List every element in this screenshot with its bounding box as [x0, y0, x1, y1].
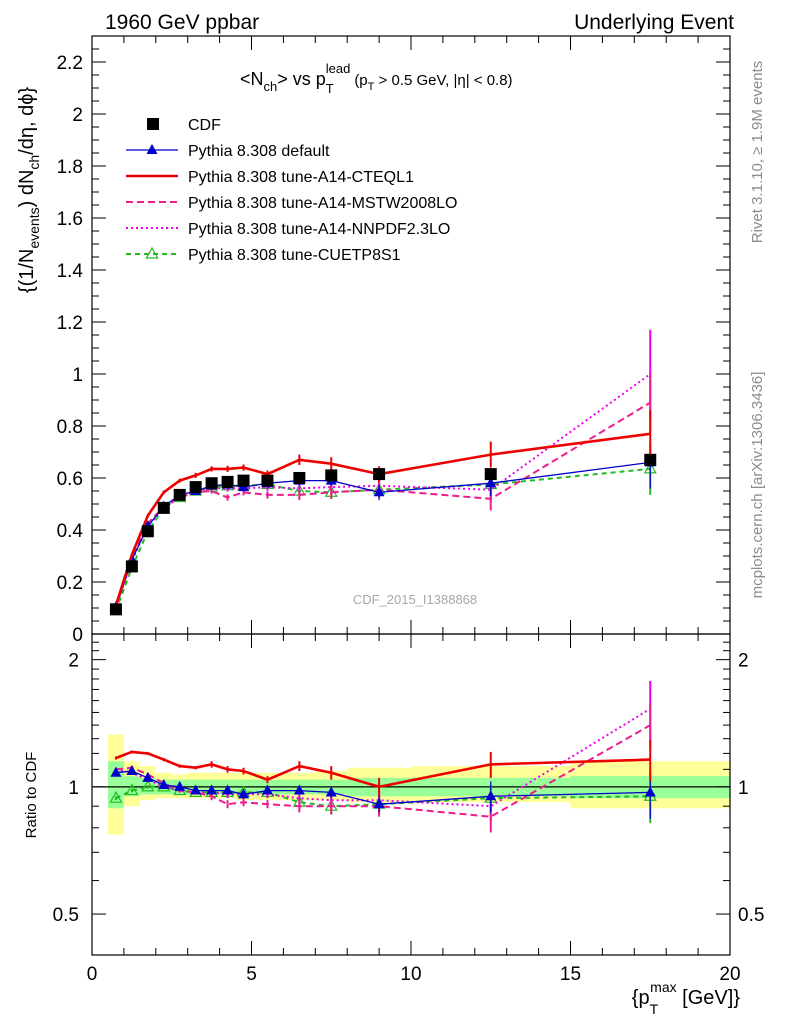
data-point [261, 474, 274, 487]
analysis-watermark: CDF_2015_I1388868 [353, 592, 477, 607]
y-tick-label: 0.4 [57, 521, 84, 542]
mc-point [125, 783, 139, 796]
data-point [484, 468, 497, 481]
mc-point [222, 784, 234, 795]
ratio-y-tick-label-right: 0.5 [738, 905, 764, 926]
data-point [157, 501, 170, 514]
x-tick-label: 15 [560, 964, 581, 985]
mc-point [644, 786, 656, 797]
mc-point [293, 784, 305, 795]
data-point [373, 468, 386, 481]
mc-point [485, 477, 497, 488]
data-point [221, 475, 234, 488]
y-tick-label: 2 [72, 105, 83, 126]
legend: CDF Pythia 8.308 default Pythia 8.308 tune… [126, 117, 457, 264]
rivet-label: Rivet 3.1.10, ≥ 1.9M events [749, 61, 766, 244]
y-tick-label: 0.2 [57, 573, 83, 594]
ratio-line-mstw [115, 724, 651, 818]
data-point [125, 560, 138, 573]
mc-point [174, 780, 186, 791]
mc-point [158, 779, 170, 790]
x-tick-label: 20 [719, 964, 740, 985]
mc-point [146, 144, 158, 154]
y-tick-label: 0.6 [57, 469, 83, 490]
ratio-line-cuetp [115, 785, 651, 808]
y-tick-label: 1.6 [57, 209, 83, 230]
mc-point [485, 790, 497, 801]
data-point [237, 474, 250, 487]
mc-point [109, 790, 123, 803]
mc-point [145, 246, 159, 259]
mc-point [373, 486, 385, 497]
mc-point [141, 779, 155, 792]
y-tick-label: 1.8 [57, 157, 83, 178]
mc-point [110, 766, 122, 777]
data-point [141, 525, 154, 538]
mc-point [126, 765, 138, 776]
series-line-nnpdf [114, 373, 651, 608]
data-point [109, 603, 122, 616]
ratio-y-tick-label: 2 [68, 651, 79, 672]
ratio-panel: 0.5 0.51 12 20 5 10 15 20 Ratio to CDF [23, 633, 764, 985]
header-left: 1960 GeV ppbar [105, 11, 259, 34]
legend-label: CDF [188, 117, 221, 134]
y-tick-label: 2.2 [57, 53, 83, 74]
y-tick-label: 0.8 [57, 417, 83, 438]
main-y-label: {(1/Nevents) dNch/dη, dϕ} [16, 87, 42, 294]
ratio-y-tick-label: 1 [68, 778, 79, 799]
ratio-y-tick-label-right: 2 [738, 651, 749, 672]
data-point [147, 118, 159, 130]
ratio-y-label: Ratio to CDF [23, 752, 40, 839]
y-tick-label: 1.2 [57, 313, 83, 334]
mc-point [373, 798, 385, 809]
x-tick-label: 5 [246, 964, 257, 985]
data-point [205, 477, 218, 490]
y-tick-label: 1 [72, 365, 83, 386]
legend-label: Pythia 8.308 tune-A14-CTEQL1 [188, 169, 414, 186]
ratio-y-tick-label: 0.5 [53, 905, 79, 926]
data-point [293, 472, 306, 484]
ratio-y-tick-label-right: 1 [738, 778, 749, 799]
mc-point [325, 786, 337, 797]
x-axis-label: {pTmax [GeV]} [632, 979, 741, 1017]
x-tick-label: 0 [87, 964, 98, 985]
plot-title: <Nch> vs pTlead(pT > 0.5 GeV, |η| < 0.8) [240, 61, 513, 96]
mc-point [261, 784, 273, 795]
mc-point [142, 771, 154, 782]
mc-point [190, 784, 202, 795]
data-point [644, 453, 657, 466]
data-point [189, 481, 202, 494]
y-tick-label: 1.4 [57, 261, 84, 282]
mcplots-label: mcplots.cern.ch [arXiv:1306.3436] [749, 372, 766, 599]
legend-label: Pythia 8.308 default [188, 143, 330, 160]
legend-label: Pythia 8.308 tune-A14-MSTW2008LO [188, 195, 457, 212]
main-panel: 0 0.2 0.4 0.6 0.8 1 1.2 1.4 1.6 1.8 2 2.2 CDF_2015_… [16, 35, 731, 646]
x-tick-label: 10 [400, 964, 421, 985]
mc-point [206, 784, 218, 795]
data-point [325, 469, 338, 482]
mc-point [238, 788, 250, 799]
header-right: Underlying Event [574, 11, 734, 34]
data-point [173, 488, 186, 501]
legend-label: Pythia 8.308 tune-A14-NNPDF2.3LO [188, 221, 450, 238]
series-line-cteql1 [114, 432, 651, 606]
legend-label: Pythia 8.308 tune-CUETP8S1 [188, 247, 401, 264]
y-tick-label: 0 [72, 625, 83, 646]
